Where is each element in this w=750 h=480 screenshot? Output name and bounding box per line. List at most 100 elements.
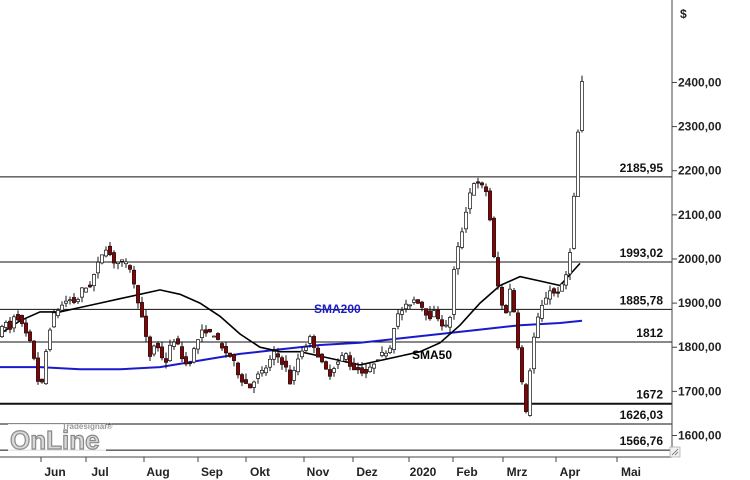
x-tick-label: Mrz xyxy=(507,465,528,479)
candle-body xyxy=(480,182,484,186)
candle-body xyxy=(308,336,312,344)
candle-body xyxy=(452,269,456,315)
candle-body xyxy=(328,369,332,377)
candle-body xyxy=(388,347,392,354)
candle-body xyxy=(256,373,260,379)
candle-body xyxy=(300,350,304,358)
candle-body xyxy=(556,291,560,294)
candle-body xyxy=(96,261,100,274)
candle-body xyxy=(564,274,568,286)
candle-body xyxy=(244,379,248,384)
candle-body xyxy=(472,183,476,196)
candle-body xyxy=(156,343,160,349)
candle-body xyxy=(316,347,320,358)
candle-body xyxy=(356,367,360,371)
candle-body xyxy=(108,245,112,255)
candle-body xyxy=(136,285,140,304)
candle-body xyxy=(144,315,148,337)
candle-body xyxy=(500,286,504,306)
candle-body xyxy=(536,316,540,338)
candle-body xyxy=(576,131,580,197)
candle-body xyxy=(152,345,156,355)
candle-body xyxy=(72,297,76,303)
candle-body xyxy=(312,336,316,348)
candle-body xyxy=(560,283,564,292)
candle-body xyxy=(192,348,196,363)
candle-body xyxy=(116,261,120,264)
candle-body xyxy=(396,313,400,327)
candle-body xyxy=(496,257,500,287)
candle-body xyxy=(436,309,440,320)
candle-body xyxy=(392,328,396,350)
candle-body xyxy=(444,324,448,327)
y-tick-label: 2100,00 xyxy=(678,208,722,222)
candle-body xyxy=(20,315,24,324)
candle-body xyxy=(24,322,28,334)
candle-body xyxy=(208,328,212,333)
x-tick-label: Nov xyxy=(307,465,330,479)
candle-body xyxy=(124,261,128,265)
y-tick-label: 1700,00 xyxy=(678,384,722,398)
candle-body xyxy=(128,265,132,270)
candle-body xyxy=(296,358,300,373)
candle-body xyxy=(252,381,256,388)
sma200-line xyxy=(0,319,583,371)
candle-body xyxy=(184,356,188,365)
candle-body xyxy=(216,333,220,340)
sma50-line xyxy=(0,262,581,366)
candle-body xyxy=(220,343,224,349)
candle-body xyxy=(44,351,48,385)
y-tick-label: 2000,00 xyxy=(678,252,722,266)
candle-body xyxy=(456,246,460,270)
candle-body xyxy=(368,366,372,372)
y-tick-label: 1800,00 xyxy=(678,340,722,354)
candle-body xyxy=(284,360,288,368)
candle-body xyxy=(352,362,356,371)
candle-body xyxy=(104,249,108,257)
level-label: 1885,78 xyxy=(620,293,664,307)
candle-body xyxy=(544,297,548,305)
svg-text:Tradesignal®: Tradesignal® xyxy=(62,422,112,431)
candle-body xyxy=(232,354,236,361)
level-label: 1626,03 xyxy=(620,408,664,422)
candle-body xyxy=(372,363,376,369)
candle-body xyxy=(380,351,384,356)
candle-body xyxy=(212,335,216,338)
candle-body xyxy=(60,304,64,311)
candle-body xyxy=(440,319,444,327)
candle-body xyxy=(80,287,84,298)
candle-body xyxy=(320,353,324,363)
candle-body xyxy=(92,274,96,287)
candle-body xyxy=(492,217,496,258)
x-tick-label: 2020 xyxy=(410,465,437,479)
candle-body xyxy=(516,312,520,349)
resize-corner-icon[interactable] xyxy=(669,446,681,458)
candle-body xyxy=(40,378,44,383)
candle-body xyxy=(112,252,116,264)
level-label: 1993,02 xyxy=(620,246,664,260)
candle-body xyxy=(572,195,576,249)
x-tick-label: Jul xyxy=(91,465,108,479)
candle-body xyxy=(12,316,16,329)
sma50-annotation: SMA50 xyxy=(412,348,452,362)
candle-body xyxy=(172,341,176,347)
candle-body xyxy=(332,368,336,373)
candle-body xyxy=(188,362,192,365)
candle-body xyxy=(148,336,152,357)
x-tick-label: Jun xyxy=(44,465,65,479)
candle-body xyxy=(432,310,436,318)
candle-body xyxy=(568,252,572,275)
candle-body xyxy=(228,352,232,357)
candle-body xyxy=(520,347,524,383)
candle-body xyxy=(424,308,428,316)
candle-body xyxy=(336,361,340,365)
candle-body xyxy=(180,346,184,360)
candle-body xyxy=(400,310,404,315)
candle-body xyxy=(204,329,208,334)
candle-body xyxy=(524,384,528,412)
candle-body xyxy=(428,310,432,320)
candle-body xyxy=(408,304,412,307)
level-label: 1812 xyxy=(636,326,663,340)
candle-body xyxy=(280,357,284,365)
